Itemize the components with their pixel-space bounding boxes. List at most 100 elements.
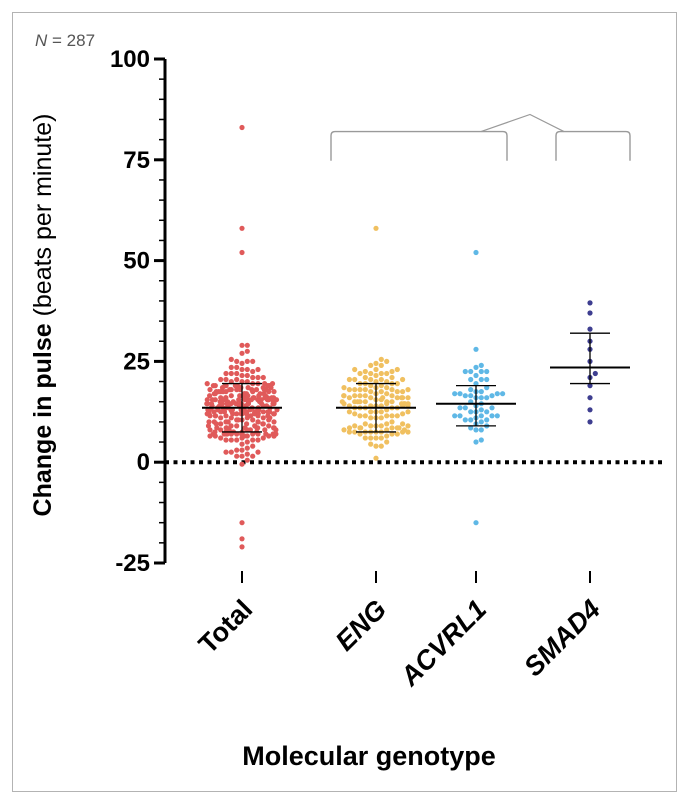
data-point-eng <box>378 356 384 362</box>
data-point-acvrl1 <box>473 249 479 256</box>
data-point-total <box>218 376 224 383</box>
data-point-total <box>228 379 234 385</box>
data-point-eng <box>346 376 352 383</box>
data-point-total <box>244 366 250 373</box>
data-point-total <box>239 366 245 373</box>
data-point-eng <box>389 368 395 375</box>
data-point-eng <box>389 374 395 381</box>
y-tick-label: 25 <box>123 348 150 375</box>
data-point-eng <box>378 376 384 383</box>
data-point-total <box>250 431 256 437</box>
data-point-total <box>234 447 240 453</box>
data-point-total <box>204 397 210 403</box>
data-point-eng <box>405 387 411 393</box>
data-point-total <box>218 435 224 441</box>
data-point-total <box>255 366 261 373</box>
data-point-total <box>239 536 245 542</box>
data-point-acvrl1 <box>468 409 474 415</box>
data-point-eng <box>341 385 347 391</box>
data-point-total <box>239 453 245 459</box>
data-point-total <box>269 381 276 387</box>
data-point-total <box>244 421 250 427</box>
data-point-eng <box>357 431 363 437</box>
data-point-acvrl1 <box>462 417 468 423</box>
data-point-total <box>204 381 210 387</box>
data-point-eng <box>373 435 379 441</box>
bracket-smad4 <box>555 130 631 161</box>
data-point-eng <box>368 383 374 389</box>
data-point-total <box>220 389 226 395</box>
data-point-eng <box>368 423 374 429</box>
figure-frame: N = 287 -25 0 25 50 75 100 Change in pulse (be… <box>12 12 677 792</box>
data-point-total <box>223 395 229 401</box>
data-point-total <box>263 431 269 437</box>
data-point-total <box>222 383 228 389</box>
data-point-total <box>271 419 277 425</box>
data-point-eng <box>368 362 374 368</box>
data-point-total <box>230 399 236 405</box>
data-point-total <box>211 409 217 415</box>
data-point-total <box>228 370 234 377</box>
data-point-eng <box>394 431 400 437</box>
data-point-total <box>239 379 245 385</box>
x-tick-label-eng: ENG <box>330 594 393 657</box>
data-point-total <box>206 419 212 425</box>
data-point-total <box>223 437 229 443</box>
data-point-eng <box>399 395 405 401</box>
data-point-total <box>271 389 277 395</box>
data-point-total <box>244 342 250 348</box>
data-point-eng <box>378 362 384 368</box>
data-point-acvrl1 <box>473 364 479 370</box>
data-point-total <box>239 225 245 231</box>
data-point-total <box>218 421 224 427</box>
data-point-total <box>227 387 233 393</box>
data-point-acvrl1 <box>473 381 479 387</box>
data-point-eng <box>384 433 390 439</box>
data-point-total <box>207 387 213 393</box>
data-point-total <box>260 421 266 427</box>
data-point-total <box>250 437 256 443</box>
data-point-total <box>250 374 256 381</box>
data-point-total <box>244 358 250 364</box>
data-point-eng <box>357 387 363 393</box>
data-point-acvrl1 <box>478 413 484 419</box>
data-point-eng <box>384 427 390 433</box>
data-point-eng <box>368 409 374 415</box>
data-point-total <box>223 449 229 455</box>
data-point-total <box>223 370 229 377</box>
data-point-total <box>225 419 231 425</box>
y-tick-label: 100 <box>110 46 150 73</box>
data-point-total <box>244 379 250 385</box>
data-point-acvrl1 <box>484 385 490 391</box>
data-point-eng <box>389 431 395 437</box>
data-point-total <box>239 249 245 256</box>
data-point-eng <box>373 455 379 461</box>
data-point-total <box>223 425 230 431</box>
data-point-total <box>228 393 234 399</box>
data-point-total <box>244 372 250 379</box>
data-point-acvrl1 <box>462 368 468 375</box>
data-point-eng <box>384 399 390 405</box>
data-point-eng <box>384 370 390 377</box>
data-point-eng <box>362 435 368 441</box>
data-point-acvrl1 <box>484 395 490 401</box>
data-point-eng <box>405 395 411 401</box>
data-point-eng <box>378 423 384 429</box>
data-point-eng <box>389 387 395 393</box>
data-point-total <box>213 413 219 419</box>
data-point-total <box>253 387 260 393</box>
data-point-total <box>234 423 240 429</box>
data-point-acvrl1 <box>478 427 484 433</box>
data-point-acvrl1 <box>457 413 463 419</box>
data-point-eng <box>368 376 374 383</box>
data-point-acvrl1 <box>468 387 474 393</box>
data-point-smad4 <box>587 383 593 389</box>
data-point-total <box>228 356 234 362</box>
data-point-eng <box>400 421 406 427</box>
data-point-eng <box>368 370 374 377</box>
y-axis-title-bold: Change in pulse <box>29 316 57 516</box>
data-point-total <box>232 383 238 389</box>
data-point-total <box>262 427 268 433</box>
data-point-total <box>261 391 267 397</box>
data-point-total <box>204 401 210 407</box>
